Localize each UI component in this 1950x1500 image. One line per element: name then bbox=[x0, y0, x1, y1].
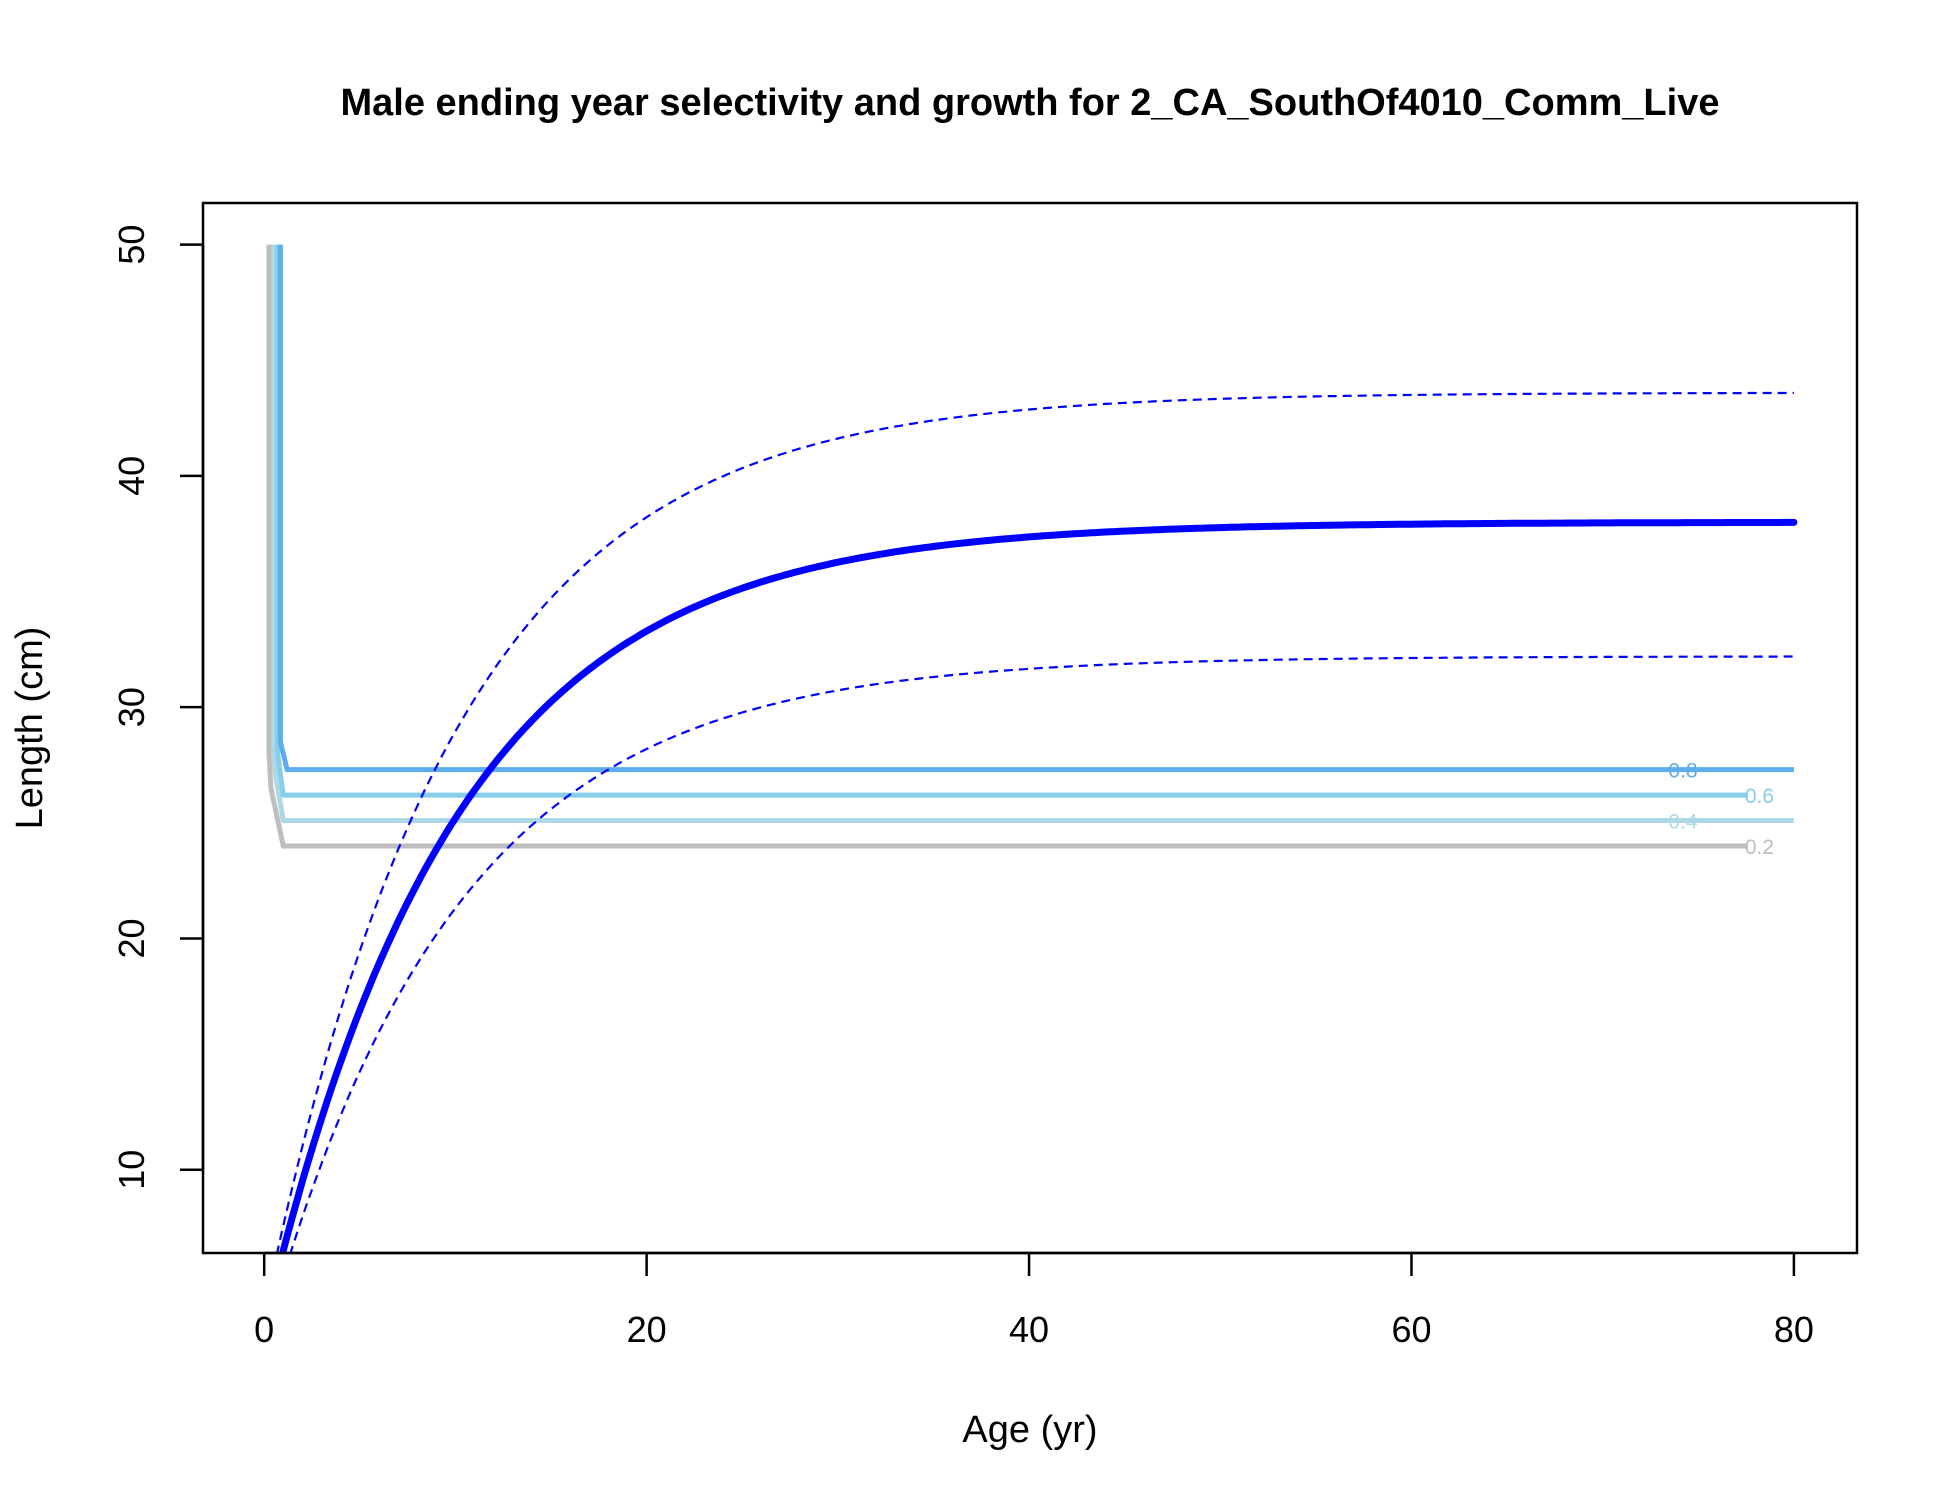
plot-frame bbox=[201, 201, 1859, 1255]
selectivity-contour-0-6 bbox=[275, 244, 1748, 798]
y-tick-label: 50 bbox=[111, 225, 152, 265]
x-tick-label: 40 bbox=[1009, 1309, 1049, 1350]
selectivity-contour-0-4 bbox=[271, 244, 1794, 823]
y-tick-label: 30 bbox=[111, 687, 152, 727]
y-axis: 10 20 30 40 50 bbox=[111, 225, 205, 1190]
y-tick-label: 10 bbox=[111, 1150, 152, 1190]
contour-label-0-4: 0.4 bbox=[1668, 811, 1698, 834]
contour-label-0-8: 0.8 bbox=[1668, 760, 1697, 783]
y-tick-label: 40 bbox=[111, 456, 152, 496]
y-axis-label: Length (cm) bbox=[9, 627, 51, 830]
x-axis-label: Age (yr) bbox=[962, 1409, 1097, 1451]
chart-title: Male ending year selectivity and growth … bbox=[341, 82, 1720, 124]
growth-lower-interval bbox=[289, 655, 1794, 1253]
growth-upper-interval bbox=[275, 391, 1794, 1253]
x-tick-label: 20 bbox=[627, 1309, 667, 1350]
y-tick-label: 20 bbox=[111, 918, 152, 958]
contour-label-0-6: 0.6 bbox=[1745, 785, 1774, 808]
x-axis: 0 20 40 60 80 bbox=[254, 1251, 1814, 1350]
selectivity-contour-0-2 bbox=[266, 244, 1748, 849]
contour-labels: 0.2 0.4 0.6 0.8 bbox=[1668, 760, 1774, 859]
x-tick-label: 60 bbox=[1391, 1309, 1431, 1350]
plot-series bbox=[266, 244, 1798, 1253]
x-tick-label: 80 bbox=[1774, 1309, 1814, 1350]
growth-mean-curve bbox=[279, 518, 1798, 1253]
x-tick-label: 0 bbox=[254, 1309, 274, 1350]
selectivity-contour-0-8 bbox=[277, 244, 1794, 773]
contour-label-0-2: 0.2 bbox=[1745, 836, 1774, 859]
